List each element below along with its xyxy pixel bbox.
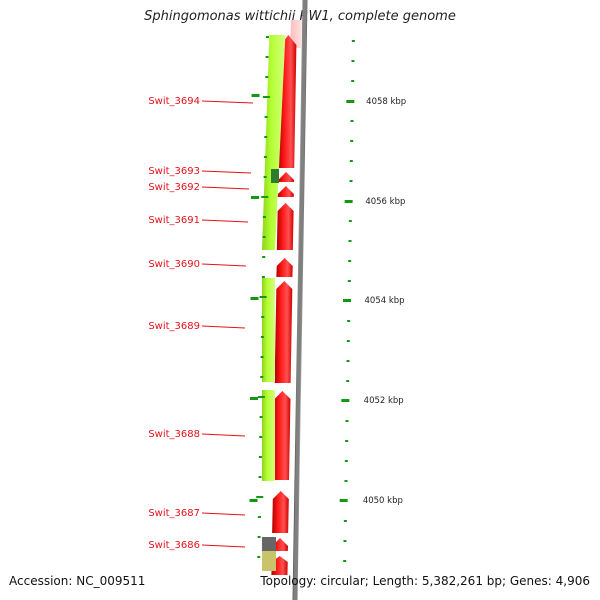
ruler-major-tick xyxy=(343,299,351,302)
ruler-label: 4050 kbp xyxy=(363,496,403,506)
gene-label: Swit_3691 xyxy=(148,215,200,226)
gene-label-leader xyxy=(201,325,246,329)
ruler-tick-right xyxy=(348,220,352,222)
cds-block-dark-green xyxy=(271,169,279,183)
skew-major-tick xyxy=(250,297,259,300)
ruler-tick-right xyxy=(350,120,354,122)
cds-block-gray xyxy=(262,537,276,551)
gene-label-leader xyxy=(201,263,247,267)
skew-tick-left xyxy=(262,236,266,238)
map-title: Sphingomonas wittichii RW1, complete gen… xyxy=(144,9,456,24)
ruler-label: 4056 kbp xyxy=(365,197,405,207)
skew-tick-left xyxy=(259,416,263,418)
skew-major-tick xyxy=(251,94,260,97)
ruler-tick-right xyxy=(343,560,347,562)
cds-bar-reverse xyxy=(262,390,275,481)
ruler-tick-right xyxy=(344,480,348,482)
skew-tick-left xyxy=(257,536,261,538)
ruler-tick-right xyxy=(351,40,355,42)
skew-tick-left xyxy=(263,176,267,178)
skew-tick-left xyxy=(261,316,265,318)
ruler-tick-right xyxy=(347,280,351,282)
skew-tick-left xyxy=(260,376,264,378)
ruler-tick-right xyxy=(346,360,350,362)
ruler-tick-right xyxy=(344,460,348,462)
skew-tick-left xyxy=(257,556,261,558)
ruler-tick-right xyxy=(345,440,349,442)
ruler-label: 4052 kbp xyxy=(364,396,404,406)
gene-label: Swit_3694 xyxy=(148,96,200,107)
cds-arrow-forward xyxy=(276,203,294,250)
cds-arrow-forward xyxy=(274,281,293,383)
ruler-tick-right xyxy=(346,380,350,382)
gene-label: Swit_3687 xyxy=(148,508,200,519)
ruler-tick-right xyxy=(348,240,352,242)
skew-major-tick xyxy=(249,499,258,502)
skew-tick-left xyxy=(264,136,268,138)
skew-tick-left xyxy=(265,36,269,38)
skew-tick-left xyxy=(260,356,264,358)
gene-label-leader xyxy=(201,100,254,104)
skew-tick-left xyxy=(258,476,262,478)
ruler-tick-right xyxy=(343,540,347,542)
ruler-tick-right xyxy=(346,340,350,342)
gene-label: Swit_3690 xyxy=(148,259,200,270)
ruler-tick-right xyxy=(349,160,353,162)
gene-label-leader xyxy=(201,433,246,437)
ruler-tick-right xyxy=(351,80,355,82)
ruler-tick-right xyxy=(351,60,355,62)
gene-label: Swit_3688 xyxy=(148,429,200,440)
accession-text: Accession: NC_009511 xyxy=(9,574,146,588)
skew-tick-left xyxy=(265,56,269,58)
ruler-label: 4058 kbp xyxy=(366,97,406,107)
skew-tick-left xyxy=(262,216,266,218)
ruler-tick-right xyxy=(347,320,351,322)
ruler-label: 4054 kbp xyxy=(365,296,405,306)
cds-bar-reverse xyxy=(262,278,275,382)
skew-tick-left xyxy=(262,256,266,258)
skew-tick-left xyxy=(262,96,270,98)
gene-label: Swit_3692 xyxy=(148,182,200,193)
skew-tick-left xyxy=(264,116,268,118)
cds-arrow-forward xyxy=(277,186,294,197)
cds-block-olive xyxy=(262,551,276,571)
gene-label: Swit_3689 xyxy=(148,321,200,332)
ruler-tick-right xyxy=(345,420,349,422)
ruler-tick-right xyxy=(343,520,347,522)
skew-tick-left xyxy=(265,76,269,78)
ruler-tick-right xyxy=(349,180,353,182)
skew-major-tick xyxy=(251,196,260,199)
gene-label-leader xyxy=(201,544,246,548)
skew-tick-left xyxy=(259,436,263,438)
cds-arrow-forward xyxy=(273,391,291,480)
gene-label-leader xyxy=(201,170,252,174)
skew-tick-left xyxy=(259,296,267,298)
ruler-tick-right xyxy=(350,140,354,142)
cds-arrow-forward xyxy=(276,258,293,277)
ruler-major-tick xyxy=(341,399,350,402)
gene-label: Swit_3686 xyxy=(148,540,200,551)
skew-tick-left xyxy=(260,336,264,338)
gene-label: Swit_3693 xyxy=(148,166,200,177)
skew-tick-left xyxy=(257,516,261,518)
skew-tick-left xyxy=(263,156,267,158)
skew-major-tick xyxy=(250,397,259,400)
skew-tick-left xyxy=(257,396,265,398)
topology-text: Topology: circular; Length: 5,382,261 bp… xyxy=(260,574,590,588)
ruler-tick-right xyxy=(348,260,352,262)
ruler-major-tick xyxy=(346,100,355,103)
cds-arrow-forward xyxy=(277,172,295,182)
ruler-major-tick xyxy=(339,499,348,502)
cds-arrow-forward xyxy=(272,491,289,533)
skew-tick-left xyxy=(261,196,269,198)
backbone-circle-core xyxy=(293,0,307,600)
skew-tick-left xyxy=(256,496,264,498)
skew-tick-left xyxy=(258,456,262,458)
gene-label-leader xyxy=(201,512,246,516)
gene-label-leader xyxy=(201,186,250,190)
skew-tick-left xyxy=(261,276,265,278)
ruler-major-tick xyxy=(344,200,353,203)
gene-label-leader xyxy=(201,219,249,223)
